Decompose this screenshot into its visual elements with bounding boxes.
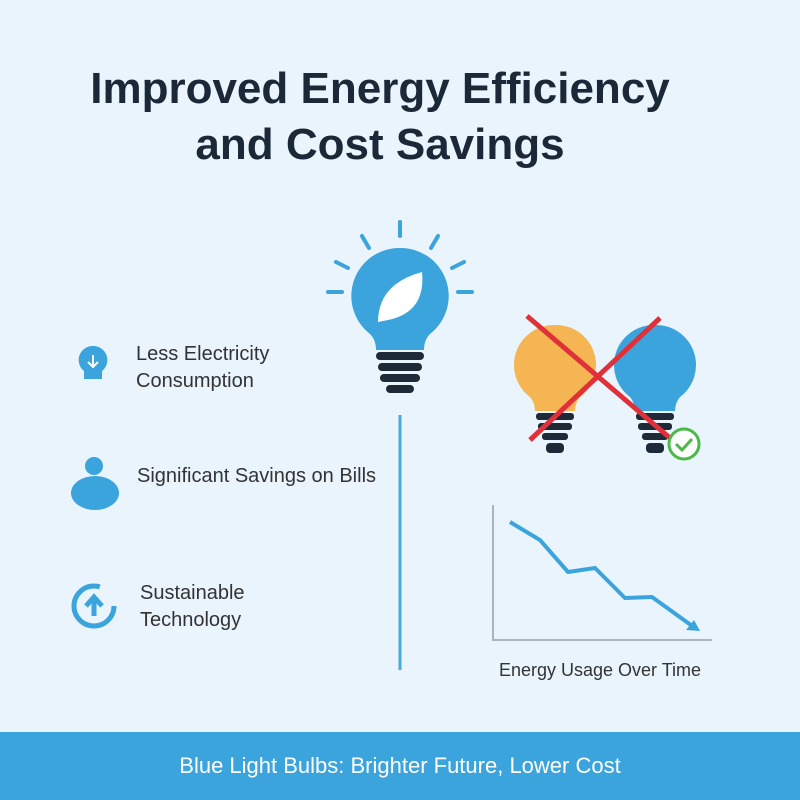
- cycle-icon: [71, 583, 117, 629]
- feature-label: Less Electricity Consumption: [136, 343, 270, 392]
- trend-line: [508, 520, 697, 630]
- bulb-bases: [536, 413, 674, 453]
- red-cross: [525, 314, 672, 442]
- up-arrow-icon: [84, 593, 104, 616]
- check-mark: [674, 437, 694, 453]
- chart-caption: Energy Usage Over Time: [498, 660, 702, 680]
- down-arrow-icon: [87, 355, 99, 369]
- leaf-icon: [378, 272, 423, 322]
- main-bulb-base: [376, 352, 424, 393]
- feature-label: Significant Savings on Bills: [137, 465, 377, 487]
- old-bulb: [513, 324, 597, 411]
- check-badge: [667, 427, 701, 461]
- trend-arrow: [686, 620, 700, 631]
- rays: [326, 220, 474, 294]
- chart-axes: [492, 505, 712, 641]
- title-line: and Cost Savings: [195, 120, 565, 169]
- coin-icon: [85, 457, 103, 475]
- title-line: Improved Energy Efficiency: [90, 64, 670, 113]
- new-bulb: [613, 324, 697, 411]
- piggy-bank-icon: [71, 476, 119, 510]
- feature-label: Sustainable Technology: [140, 582, 245, 631]
- footer-banner: Blue Light Bulbs: Brighter Future, Lower…: [0, 732, 800, 800]
